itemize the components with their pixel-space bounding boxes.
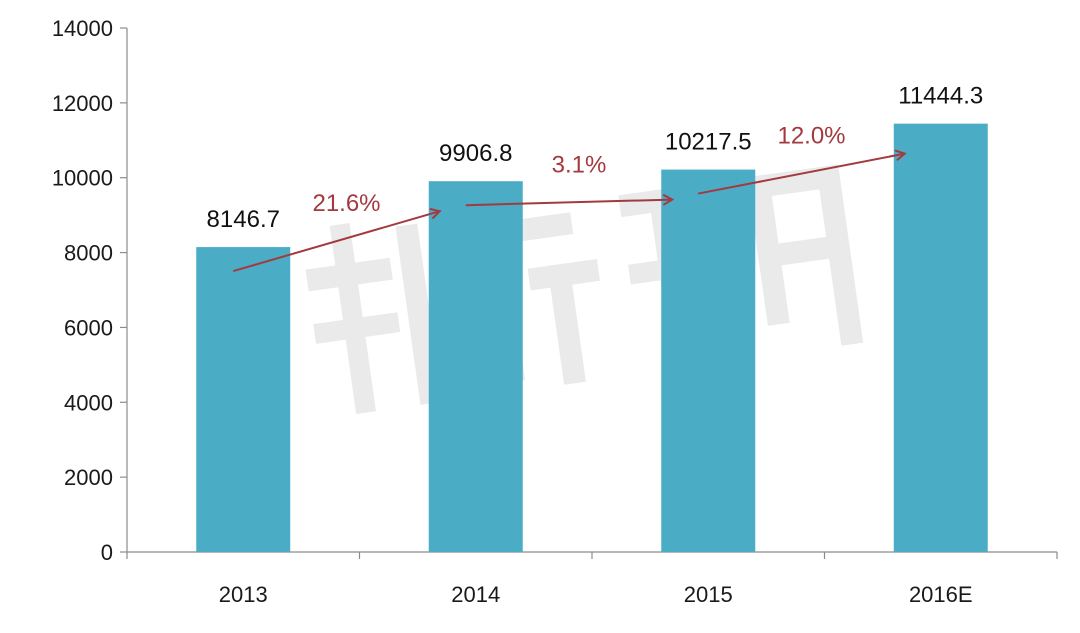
y-tick-label: 14000 (52, 16, 113, 41)
growth-arrow (465, 200, 673, 207)
bar (661, 169, 756, 552)
growth-arrow (698, 154, 905, 195)
y-tick-label: 8000 (64, 241, 113, 266)
growth-label: 12.0% (777, 123, 845, 150)
bar (428, 181, 523, 552)
y-tick-label: 0 (101, 540, 113, 565)
y-tick-label: 4000 (64, 390, 113, 415)
data-label: 10217.5 (665, 129, 752, 156)
x-tick-label: 2013 (219, 582, 268, 607)
growth-label: 21.6% (312, 190, 380, 217)
growth-arrows: 21.6% 3.1% 12.0% (232, 123, 905, 273)
data-label: 11444.3 (898, 83, 983, 110)
y-tick-label: 10000 (52, 166, 113, 191)
y-tick-label: 6000 (64, 315, 113, 340)
data-label: 8146.7 (207, 206, 280, 233)
x-tick-label: 2016E (909, 582, 973, 607)
bar (196, 247, 291, 552)
bars (196, 123, 988, 553)
x-tick-label: 2015 (684, 582, 733, 607)
y-tick-label: 2000 (64, 465, 113, 490)
watermark-logo (305, 164, 864, 414)
x-tick-label: 2014 (451, 582, 500, 607)
y-tick-label: 12000 (52, 91, 113, 116)
axes: 0 2000 4000 6000 8000 10000 12000 14000 (52, 16, 1058, 565)
bar (893, 123, 988, 553)
growth-arrow (232, 211, 440, 273)
labels: 8146.7 2013 9906.8 2014 10217.5 2015 11444.3 20… (207, 83, 984, 607)
growth-label: 3.1% (552, 151, 607, 178)
data-label: 9906.8 (439, 140, 512, 167)
